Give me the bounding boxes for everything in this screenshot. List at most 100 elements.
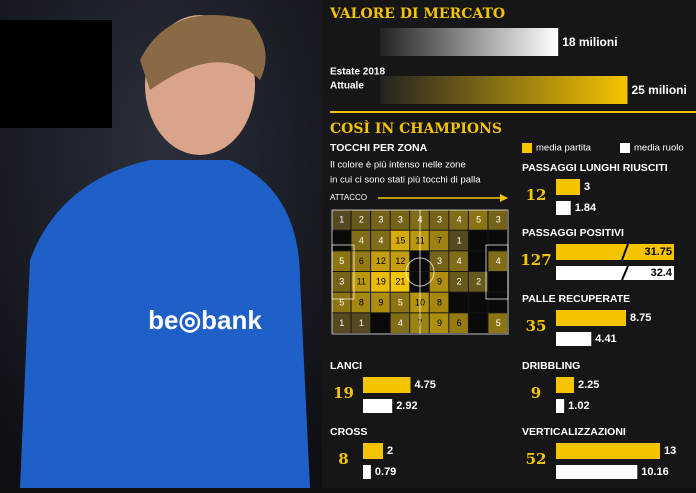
direction-arrow-head	[500, 194, 508, 202]
touch-cell	[351, 272, 371, 292]
touches-description: in cui ci sono stati più tocchi di palla	[330, 175, 481, 186]
stat-bar	[363, 465, 371, 479]
touch-cell	[332, 251, 351, 271]
touch-count: 19	[376, 277, 386, 287]
touch-count: 7	[437, 235, 442, 245]
touch-cell	[488, 210, 507, 230]
touch-cell	[371, 272, 390, 292]
touch-cell	[449, 210, 468, 230]
touch-count: 6	[359, 256, 364, 266]
touch-count: 5	[476, 215, 481, 225]
stat-title: LANCI	[330, 360, 362, 372]
stat-title: CROSS	[330, 426, 367, 438]
touch-count: 5	[398, 297, 403, 307]
touch-cell	[488, 251, 507, 271]
stat-bar	[556, 310, 626, 326]
touch-count: 3	[398, 215, 403, 225]
bar-break	[621, 265, 629, 281]
empty-cell	[332, 230, 351, 251]
stat-bar	[363, 377, 411, 393]
touch-cell	[351, 230, 371, 251]
market-value: 25 milioni	[632, 83, 687, 97]
touch-cell	[390, 313, 410, 333]
touch-count: 3	[339, 277, 344, 287]
stat-bar	[556, 465, 638, 479]
touch-count: 5	[496, 318, 501, 328]
touch-count: 4	[457, 256, 462, 266]
touch-cell	[390, 230, 410, 251]
stat-value: 4.75	[415, 379, 436, 391]
empty-cell	[468, 230, 488, 251]
touch-count: 3	[437, 215, 442, 225]
empty-cell	[488, 230, 507, 251]
touch-cell	[449, 313, 468, 333]
stat-score: 12	[526, 186, 547, 204]
touch-cell	[371, 210, 390, 230]
photo: be◎bank	[0, 0, 322, 488]
touch-cell	[390, 251, 410, 271]
stat-bar	[363, 399, 393, 413]
market-bar	[380, 28, 559, 56]
touch-cell	[449, 230, 468, 251]
stat-score: 52	[526, 450, 547, 468]
touch-cell	[332, 272, 351, 292]
stat-bar	[556, 201, 571, 215]
touch-cell	[429, 313, 449, 333]
stat-value: 4.41	[595, 333, 616, 345]
market-label: Estate 2018	[330, 67, 385, 78]
touch-cell	[390, 292, 410, 313]
bar-break	[621, 243, 629, 261]
stat-value: 0.79	[375, 466, 396, 478]
stat-value: 13	[664, 445, 676, 457]
pitch-lines	[331, 209, 509, 335]
empty-cell	[449, 292, 468, 313]
empty-cell	[488, 272, 507, 292]
touch-cell	[371, 230, 390, 251]
champions-title: COSÌ IN CHAMPIONS	[330, 119, 502, 137]
legend-label: media partita	[536, 143, 592, 154]
touches-description: Il colore è più intenso nelle zone	[330, 160, 466, 171]
stat-score: 127	[520, 251, 551, 269]
touch-cell	[351, 292, 371, 313]
stat-title: PALLE RECUPERATE	[522, 293, 630, 305]
touch-count: 1	[359, 318, 364, 328]
touches-title: TOCCHI PER ZONA	[330, 142, 428, 154]
touch-grid: 1 2 3 3 4 3 4 5 34 4 15 11 7 15 6 12 12 3 4 43 11 19 21 9 2 25 8 9 5…	[332, 210, 507, 333]
touch-cell	[390, 272, 410, 292]
touch-cell	[351, 313, 371, 333]
touch-cell	[371, 251, 390, 271]
stat-value: 8.75	[630, 312, 651, 324]
touch-count: 4	[457, 215, 462, 225]
stat-value: 31.75	[644, 246, 672, 258]
stat-bar	[556, 244, 674, 260]
touch-count: 2	[476, 277, 481, 287]
touch-count: 12	[376, 256, 386, 266]
stat-score: 35	[526, 317, 547, 335]
touch-count: 15	[395, 235, 405, 245]
stat-title: PASSAGGI POSITIVI	[522, 227, 624, 239]
stat-title: DRIBBLING	[522, 360, 580, 372]
touch-cell	[332, 313, 351, 333]
stat-score: 8	[338, 450, 348, 468]
touch-cell	[429, 230, 449, 251]
touch-cell	[429, 272, 449, 292]
touch-cell	[351, 210, 371, 230]
touch-count: 4	[496, 256, 501, 266]
empty-cell	[468, 313, 488, 333]
touch-count: 2	[457, 277, 462, 287]
touch-count: 3	[496, 215, 501, 225]
touch-cell	[468, 272, 488, 292]
market-label: Attuale	[330, 81, 364, 92]
stat-value: 10.16	[641, 466, 669, 478]
stat-title: VERTICALIZZAZIONI	[522, 426, 626, 438]
empty-cell	[488, 292, 507, 313]
touch-count: 12	[395, 256, 405, 266]
stat-value: 1.84	[575, 202, 597, 214]
touch-count: 5	[339, 256, 344, 266]
stat-value: 32.4	[651, 267, 673, 279]
touch-cell	[429, 251, 449, 271]
stat-bar	[556, 399, 565, 413]
stat-value: 3	[584, 181, 590, 193]
touch-cell	[468, 210, 488, 230]
